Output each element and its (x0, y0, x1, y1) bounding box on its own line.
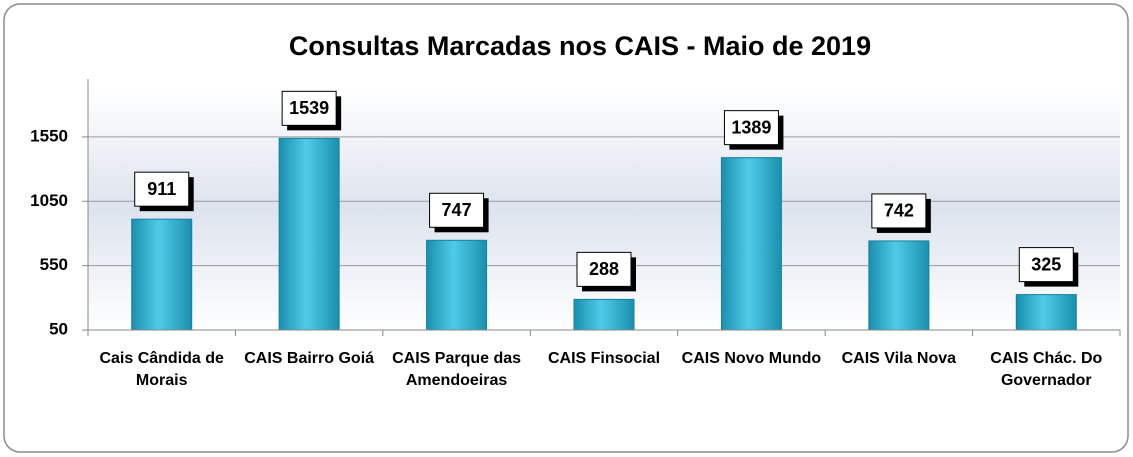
y-tick-label: 1050 (30, 191, 68, 210)
label-box (134, 171, 190, 207)
value-label: 742 (884, 201, 914, 221)
label-box (723, 110, 779, 146)
bar (426, 239, 488, 331)
bar (131, 218, 193, 331)
x-tick-label: CAIS Novo Mundo (681, 350, 822, 367)
label-box (576, 251, 632, 287)
label-box (281, 90, 337, 126)
x-tick-label: Cais Cândida de Morais (99, 350, 224, 389)
bar (278, 137, 340, 331)
x-tick-label: CAIS Bairro Goiá (244, 350, 375, 367)
bar (1015, 294, 1077, 331)
value-label: 288 (589, 259, 619, 279)
chart-title: Consultas Marcadas nos CAIS - Maio de 20… (289, 31, 871, 61)
label-box (871, 193, 927, 229)
value-label: 911 (147, 179, 176, 199)
bar (573, 298, 635, 331)
value-label: 747 (442, 200, 472, 220)
x-tick-label: CAIS Parque das Amendoeiras (392, 350, 522, 389)
label-box (429, 192, 485, 228)
y-tick-label: 1550 (30, 126, 68, 145)
value-label: 1539 (289, 98, 329, 118)
bar (720, 157, 782, 331)
y-tick-label: 550 (40, 255, 68, 274)
value-label: 1389 (731, 117, 771, 137)
x-tick-label: CAIS Chác. Do Governador (990, 350, 1103, 389)
x-tick-label: CAIS Finsocial (547, 350, 661, 367)
x-tick-label: CAIS Vila Nova (841, 350, 957, 367)
value-label: 325 (1031, 254, 1061, 274)
plot-area (88, 88, 1120, 330)
bar (868, 240, 930, 331)
y-tick-label: 50 (49, 319, 68, 338)
label-box (1018, 247, 1074, 283)
